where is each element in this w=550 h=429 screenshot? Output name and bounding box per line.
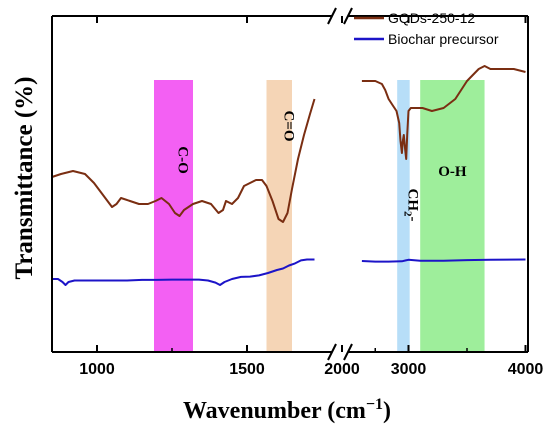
break-mark-1-a [327,343,337,361]
band-label-main-0: C-O [175,146,191,174]
break-mark-1-b [343,343,353,361]
series-1-segment-1 [361,258,526,263]
break-mark-0-b [343,7,353,25]
x-tick-label-3: 3000 [391,361,427,378]
band-3 [420,80,485,352]
series-0-segment-1 [361,65,526,160]
band-label-2: CH2- [401,189,420,222]
band-label-1: C=O [280,110,296,141]
plot-frame [51,15,529,353]
band-1 [266,80,292,352]
break-mark-0-a [327,7,337,25]
absorption-bands: C-O C=O CH2- O-H [154,80,485,352]
x-tick-label-2: 2000 [324,361,360,378]
band-label-3: O-H [438,164,467,180]
band-label-suffix-2: - [404,217,420,222]
spectra-lines [51,65,526,286]
axis-break-marks [327,7,353,361]
x-axis-label-close: ) [383,398,391,424]
series-0-segment-0 [51,98,316,223]
x-tick-label-1: 1500 [229,361,265,378]
band-label-sub-2: 2 [401,211,413,217]
series-1-segment-0 [52,258,315,286]
band-label-0: C-O [175,146,191,174]
x-axis-label-main: Wavenumber (cm [183,398,366,424]
band-0 [154,80,193,352]
x-tick-label-4: 4000 [508,361,544,378]
band-label-main-1: C=O [280,110,296,141]
x-axis-label: Wavenumber (cm−1) [183,396,391,424]
legend-label-0: GQDs-250-12 [388,10,475,26]
x-axis-label-sup: −1 [366,396,383,413]
legend-label-1: Biochar precursor [388,31,499,47]
x-axis-ticks: 1000 1500 2000 3000 4000 [79,16,543,378]
y-axis-label: Transmittance (%) [11,77,38,280]
band-label-main-2: CH [404,189,420,212]
legend: GQDs-250-12 Biochar precursor [354,10,499,47]
x-tick-label-0: 1000 [79,361,115,378]
